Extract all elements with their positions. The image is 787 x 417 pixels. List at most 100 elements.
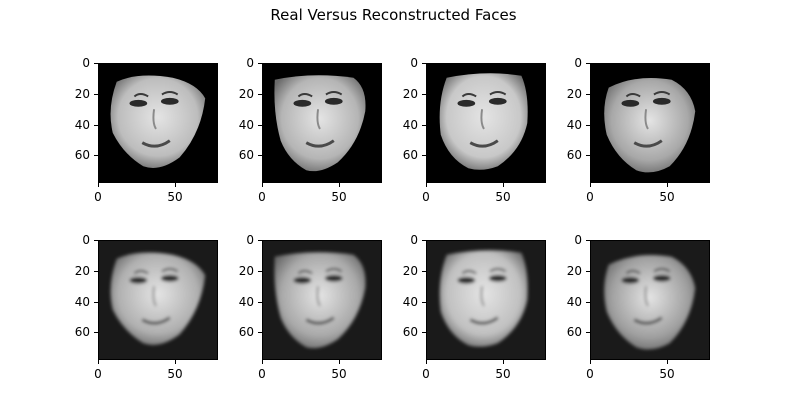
x-tick-label: 50 xyxy=(167,190,183,204)
y-tick-label: 20 xyxy=(238,87,254,101)
face-3-reconstructed xyxy=(426,240,546,360)
y-tick-label: 40 xyxy=(566,118,582,132)
y-tick-mark xyxy=(94,125,98,126)
x-tick-label: 50 xyxy=(659,190,675,204)
subplot-1-4: 0 20 40 60 0 50 xyxy=(567,57,710,203)
y-tick-label: 20 xyxy=(74,87,90,101)
x-tick-mark xyxy=(175,360,176,364)
y-tick-label: 20 xyxy=(402,87,418,101)
x-tick-label: 50 xyxy=(331,190,347,204)
x-tick-mark xyxy=(426,360,427,364)
x-tick-label: 0 xyxy=(586,190,594,204)
y-tick-label: 0 xyxy=(574,56,582,70)
y-tick-label: 60 xyxy=(238,148,254,162)
y-tick-mark xyxy=(586,125,590,126)
x-tick-mark xyxy=(503,183,504,187)
y-tick-mark xyxy=(422,94,426,95)
y-tick-mark xyxy=(586,155,590,156)
figure-title: Real Versus Reconstructed Faces xyxy=(270,6,517,24)
subplot-2-2: 0 20 40 60 0 50 xyxy=(239,234,382,380)
y-tick-mark xyxy=(586,332,590,333)
y-tick-label: 40 xyxy=(74,118,90,132)
y-tick-label: 20 xyxy=(74,264,90,278)
y-tick-mark xyxy=(94,63,98,64)
y-tick-mark xyxy=(586,94,590,95)
y-tick-label: 20 xyxy=(402,264,418,278)
y-tick-label: 0 xyxy=(82,56,90,70)
y-tick-mark xyxy=(422,332,426,333)
x-tick-label: 0 xyxy=(94,367,102,381)
y-tick-label: 60 xyxy=(566,148,582,162)
subplot-2-3: 0 20 40 60 0 50 xyxy=(403,234,546,380)
y-tick-mark xyxy=(258,94,262,95)
x-tick-label: 0 xyxy=(94,190,102,204)
x-tick-label: 50 xyxy=(659,367,675,381)
y-tick-label: 60 xyxy=(566,325,582,339)
x-tick-mark xyxy=(98,360,99,364)
y-tick-mark xyxy=(586,63,590,64)
y-tick-label: 40 xyxy=(402,118,418,132)
face-1-real xyxy=(98,63,218,183)
y-tick-label: 60 xyxy=(402,148,418,162)
y-tick-mark xyxy=(94,271,98,272)
x-tick-mark xyxy=(175,183,176,187)
x-tick-mark xyxy=(262,360,263,364)
x-tick-label: 0 xyxy=(586,367,594,381)
face-4-real xyxy=(590,63,710,183)
face-3-real xyxy=(426,63,546,183)
x-tick-label: 0 xyxy=(422,367,430,381)
y-tick-label: 0 xyxy=(246,233,254,247)
x-tick-mark xyxy=(590,183,591,187)
y-tick-label: 60 xyxy=(74,148,90,162)
y-tick-mark xyxy=(94,155,98,156)
x-tick-label: 50 xyxy=(167,367,183,381)
x-tick-mark xyxy=(590,360,591,364)
y-tick-mark xyxy=(258,240,262,241)
y-tick-mark xyxy=(586,302,590,303)
x-tick-mark xyxy=(503,360,504,364)
y-tick-label: 60 xyxy=(402,325,418,339)
y-tick-label: 40 xyxy=(566,295,582,309)
x-tick-mark xyxy=(339,183,340,187)
y-tick-label: 0 xyxy=(574,233,582,247)
x-tick-mark xyxy=(426,183,427,187)
y-tick-mark xyxy=(422,63,426,64)
y-tick-label: 40 xyxy=(402,295,418,309)
x-tick-label: 0 xyxy=(422,190,430,204)
x-tick-label: 50 xyxy=(495,367,511,381)
face-4-reconstructed xyxy=(590,240,710,360)
y-tick-label: 20 xyxy=(566,87,582,101)
y-tick-mark xyxy=(94,240,98,241)
y-tick-mark xyxy=(94,332,98,333)
subplot-2-4: 0 20 40 60 0 50 xyxy=(567,234,710,380)
x-tick-mark xyxy=(339,360,340,364)
x-tick-mark xyxy=(262,183,263,187)
x-tick-label: 0 xyxy=(258,367,266,381)
y-tick-label: 40 xyxy=(74,295,90,309)
face-2-reconstructed xyxy=(262,240,382,360)
y-tick-mark xyxy=(258,155,262,156)
y-tick-label: 0 xyxy=(246,56,254,70)
y-tick-mark xyxy=(94,302,98,303)
y-tick-mark xyxy=(422,271,426,272)
y-tick-mark xyxy=(422,125,426,126)
y-tick-mark xyxy=(258,302,262,303)
subplot-1-2: 0 20 40 60 0 50 xyxy=(239,57,382,203)
y-tick-mark xyxy=(258,63,262,64)
y-tick-mark xyxy=(94,94,98,95)
x-tick-mark xyxy=(667,360,668,364)
face-2-real xyxy=(262,63,382,183)
y-tick-label: 40 xyxy=(238,295,254,309)
y-tick-mark xyxy=(258,332,262,333)
x-tick-label: 50 xyxy=(331,367,347,381)
y-tick-label: 20 xyxy=(566,264,582,278)
y-tick-mark xyxy=(258,271,262,272)
y-tick-mark xyxy=(422,155,426,156)
subplot-1-1: 0 20 40 60 0 50 xyxy=(75,57,218,203)
y-tick-label: 20 xyxy=(238,264,254,278)
subplot-1-3: 0 20 40 60 0 50 xyxy=(403,57,546,203)
y-tick-label: 0 xyxy=(82,233,90,247)
y-tick-mark xyxy=(422,240,426,241)
y-tick-label: 60 xyxy=(238,325,254,339)
y-tick-mark xyxy=(258,125,262,126)
